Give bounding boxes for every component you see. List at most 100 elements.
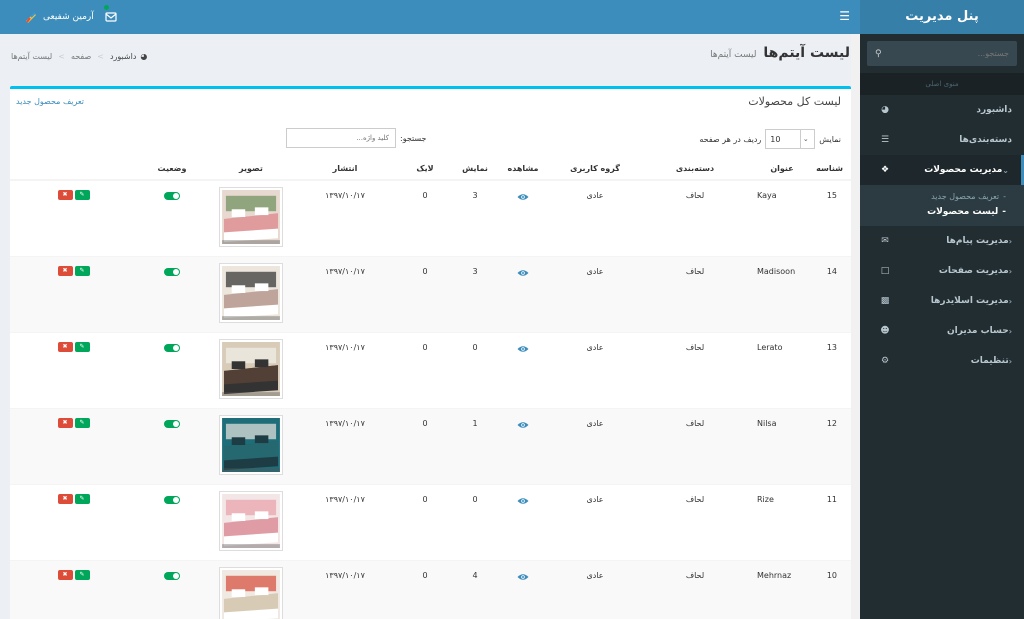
- eye-icon[interactable]: [517, 573, 529, 581]
- length-prefix: نمایش: [819, 134, 841, 144]
- page-length-select[interactable]: ⌄ 10: [765, 129, 816, 149]
- sidebar-item-sliders[interactable]: ▩ مدیریت اسلایدرها ‹: [860, 286, 1024, 316]
- edit-icon: ✎: [79, 418, 85, 426]
- eye-icon[interactable]: [517, 345, 529, 353]
- cell-title: Mehrnaz: [751, 559, 813, 619]
- add-product-link[interactable]: تعریف محصول جدید: [16, 97, 84, 106]
- column-header-category[interactable]: دسته‌بندی: [639, 157, 751, 181]
- mail-icon[interactable]: [104, 10, 118, 24]
- edit-icon: ✎: [79, 191, 85, 198]
- status-toggle[interactable]: [164, 419, 180, 428]
- cell-view: [495, 407, 551, 484]
- user-name[interactable]: آرمین شفیعی: [43, 12, 94, 22]
- edit-button[interactable]: ✎: [74, 341, 90, 352]
- delete-button[interactable]: ✖: [57, 569, 73, 580]
- page-scrollbar[interactable]: [851, 34, 860, 619]
- cell-category: لحاف: [639, 255, 751, 332]
- sidebar-item-admins[interactable]: ☻ حساب مدیران ‹: [860, 316, 1024, 346]
- edit-button[interactable]: ✎: [74, 417, 90, 428]
- status-toggle[interactable]: [164, 495, 180, 504]
- delete-button[interactable]: ✖: [57, 417, 73, 428]
- dashboard-icon: ◕: [881, 105, 889, 115]
- status-toggle[interactable]: [164, 267, 180, 276]
- user-avatar-icon[interactable]: [24, 10, 38, 24]
- product-thumbnail[interactable]: [219, 187, 283, 247]
- chevron-left-icon: ‹: [1008, 266, 1012, 276]
- product-thumbnail[interactable]: [219, 490, 283, 551]
- column-header-image[interactable]: تصویر: [207, 157, 295, 181]
- cell-status: [137, 559, 207, 619]
- image-icon: ▩: [880, 296, 890, 306]
- column-header-likes[interactable]: لایک: [395, 157, 455, 181]
- edit-button[interactable]: ✎: [74, 190, 90, 200]
- sidebar-section-header: منوی اصلی: [860, 73, 1024, 95]
- cell-status: [137, 483, 207, 560]
- sidebar-item-settings[interactable]: ⚙ تنظیمات ‹: [860, 346, 1024, 376]
- page-length-value: 10: [770, 134, 781, 144]
- cell-group: عادی: [551, 483, 639, 560]
- delete-button[interactable]: ✖: [57, 493, 73, 504]
- eye-icon[interactable]: [517, 269, 529, 277]
- eye-icon[interactable]: [517, 193, 529, 201]
- sidebar-item-products[interactable]: ❖ مدیریت محصولات ⌄: [860, 155, 1024, 185]
- cell-actions: ✎ ✖: [10, 407, 137, 484]
- edit-button[interactable]: ✎: [74, 569, 90, 580]
- table-row: 11 Rize لحاف عادی 0 0 ۱۳۹۷/۱۰/۱۷: [10, 483, 851, 560]
- cell-view: [495, 559, 551, 619]
- column-header-id[interactable]: شناسه: [813, 157, 851, 181]
- table-row: 15 Kaya لحاف عادی 3 0 ۱۳۹۷/۱۰/۱۷: [10, 179, 851, 256]
- cell-image: [207, 483, 295, 560]
- breadcrumb: ◕ داشبورد > صفحه > لیست آیتم‌ها: [11, 52, 147, 61]
- submenu-item-new-product[interactable]: -تعریف محصول جدید: [931, 192, 1006, 201]
- product-thumbnail[interactable]: [219, 338, 283, 399]
- sidebar-search-input[interactable]: [881, 49, 1009, 58]
- sidebar-item-label: مدیریت پیام‌ها: [946, 236, 1009, 246]
- products-table: شناسه عنوان دسته‌بندی گروه کاربری مشاهده…: [10, 157, 851, 619]
- breadcrumb-page[interactable]: صفحه: [70, 52, 92, 61]
- delete-button[interactable]: ✖: [57, 190, 73, 200]
- sidebar-item-pages[interactable]: □ مدیریت صفحات ‹: [860, 256, 1024, 286]
- column-header-view[interactable]: مشاهده: [495, 157, 551, 181]
- search-icon[interactable]: ⚲: [875, 48, 882, 59]
- dashboard-icon: ◕: [140, 52, 148, 61]
- product-thumbnail[interactable]: [219, 414, 283, 475]
- column-header-views[interactable]: نمایش: [455, 157, 495, 181]
- product-thumbnail[interactable]: [219, 262, 283, 323]
- sidebar: پنل مدیریت ⚲ منوی اصلی ◕ داشبورد ☰ دسته‌…: [860, 0, 1024, 619]
- column-header-status[interactable]: وضعیت: [137, 157, 207, 181]
- edit-button[interactable]: ✎: [74, 493, 90, 504]
- eye-icon[interactable]: [517, 497, 529, 505]
- table-row: 10 Mehrnaz لحاف عادی 4 0 ۱۳۹۷/۱۰/۱۷: [10, 559, 851, 619]
- delete-button[interactable]: ✖: [57, 265, 73, 276]
- sidebar-item-categories[interactable]: ☰ دسته‌بندی‌ها: [860, 125, 1024, 155]
- sidebar-item-messages[interactable]: ✉ مدیریت پیام‌ها ‹: [860, 226, 1024, 256]
- column-header-group[interactable]: گروه کاربری: [551, 157, 639, 181]
- column-header-title[interactable]: عنوان: [751, 157, 813, 181]
- column-header-date[interactable]: انتشار: [295, 157, 395, 181]
- cell-actions: ✎ ✖: [10, 331, 137, 408]
- cell-likes: 0: [395, 407, 455, 484]
- delete-button[interactable]: ✖: [57, 341, 73, 352]
- cell-date: ۱۳۹۷/۱۰/۱۷: [295, 559, 395, 619]
- status-toggle[interactable]: [164, 571, 180, 580]
- chevron-down-icon: ⌄: [800, 130, 810, 148]
- cell-view: [495, 179, 551, 256]
- file-icon: □: [880, 266, 890, 276]
- chevron-left-icon: ‹: [1008, 356, 1012, 366]
- product-thumbnail[interactable]: [219, 566, 283, 619]
- menu-toggle-icon[interactable]: ☰: [839, 9, 850, 23]
- chevron-left-icon: ‹: [1008, 296, 1012, 306]
- table-search-input[interactable]: [286, 128, 396, 148]
- eye-icon[interactable]: [517, 421, 529, 429]
- product-image: [222, 341, 280, 396]
- cell-title: Lerato: [751, 331, 813, 408]
- edit-button[interactable]: ✎: [74, 265, 90, 276]
- cell-views: 1: [455, 407, 495, 484]
- cell-likes: 0: [395, 483, 455, 560]
- status-toggle[interactable]: [164, 192, 180, 200]
- sidebar-item-dashboard[interactable]: ◕ داشبورد: [860, 95, 1024, 125]
- status-toggle[interactable]: [164, 343, 180, 352]
- app-logo[interactable]: پنل مدیریت: [860, 0, 1024, 34]
- breadcrumb-dashboard[interactable]: داشبورد: [109, 52, 137, 61]
- submenu-item-product-list[interactable]: -لیست محصولات: [927, 207, 1006, 217]
